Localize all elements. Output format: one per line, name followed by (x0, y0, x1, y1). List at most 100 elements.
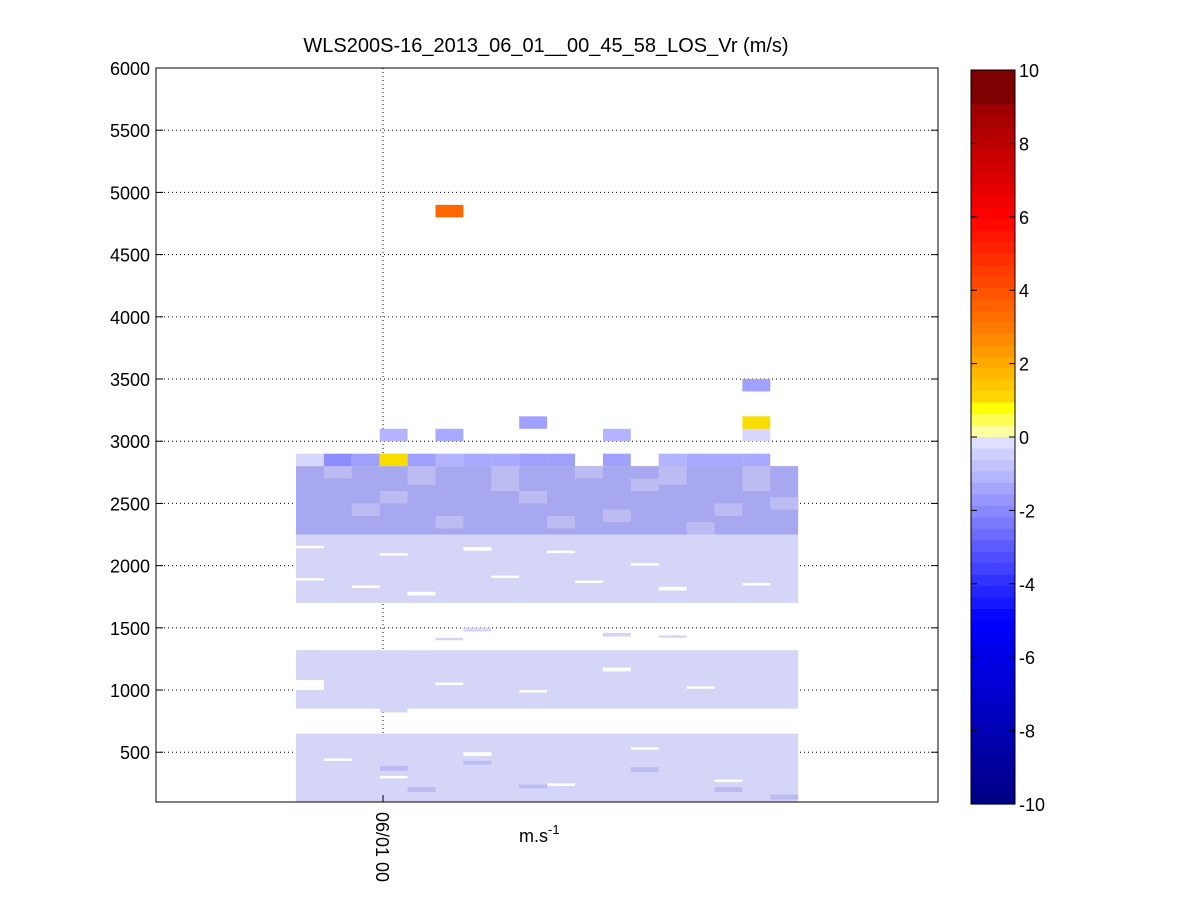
y-tick-label: 3000 (110, 432, 150, 452)
colorbar-swatch (971, 287, 1015, 300)
heatmap-texture (491, 466, 520, 491)
colorbar-swatch (971, 700, 1015, 713)
y-tick-label: 2000 (110, 557, 150, 577)
heatmap-cell (491, 453, 520, 467)
heatmap-gap (575, 580, 603, 584)
colorbar-swatch (971, 712, 1015, 725)
colorbar-swatch (971, 207, 1015, 220)
colorbar-swatch (971, 689, 1015, 702)
heatmap-gap (296, 578, 324, 581)
heatmap-texture (407, 466, 436, 485)
heatmap-gap (491, 575, 520, 579)
colorbar-swatch (971, 242, 1015, 255)
colorbar-swatch (971, 333, 1015, 346)
heatmap-texture (686, 522, 715, 535)
heatmap-texture (351, 503, 380, 516)
heatmap-gap (379, 775, 408, 779)
heatmap-texture (770, 794, 799, 800)
colorbar-swatch (971, 551, 1015, 564)
heatmap-cell (602, 428, 631, 442)
colorbar-swatch (971, 781, 1015, 794)
colorbar-swatch (971, 184, 1015, 197)
colorbar-label-exponent: -1 (548, 822, 560, 837)
heatmap-streak (379, 707, 408, 713)
heatmap-texture (770, 497, 799, 510)
heatmap-gap (714, 779, 743, 783)
colorbar-tick-label: -2 (1019, 501, 1035, 521)
colorbar-swatch (971, 448, 1015, 461)
y-tick-label: 1000 (110, 681, 150, 701)
colorbar-swatch (971, 379, 1015, 392)
heatmap-gap (602, 667, 631, 672)
heatmap-gap (630, 563, 659, 566)
colorbar-swatch (971, 276, 1015, 289)
colorbar-swatch (971, 677, 1015, 690)
heatmap-gap (323, 758, 352, 761)
heatmap-cell (379, 428, 408, 442)
y-tick-label: 4000 (110, 308, 150, 328)
heatmap-gap (519, 690, 548, 693)
colorbar-swatch (971, 517, 1015, 530)
colorbar-swatch (971, 161, 1015, 174)
heatmap-cell (296, 453, 324, 467)
heatmap-texture (714, 503, 743, 516)
heatmap-gap (547, 550, 575, 554)
colorbar-swatch (971, 482, 1015, 495)
colorbar-swatch (971, 322, 1015, 335)
colorbar: -10 -8 -6 -4 -2 0 2 4 6 8 10 (970, 61, 1045, 815)
colorbar-tick-label: 6 (1019, 208, 1029, 228)
heatmap-streak (658, 635, 687, 638)
colorbar-swatch (971, 115, 1015, 128)
heatmap-streak (435, 637, 464, 641)
heatmap-cell (407, 453, 436, 467)
heatmap-cell (602, 453, 631, 467)
heatmap-cell (714, 453, 743, 467)
heatmap-streak (770, 599, 799, 602)
colorbar-swatch (971, 769, 1015, 782)
colorbar-swatch (971, 425, 1015, 438)
colorbar-tick-label: -6 (1019, 648, 1035, 668)
heatmap-gap (463, 546, 492, 551)
colorbar-swatch (971, 666, 1015, 679)
heatmap-gap (742, 583, 771, 586)
colorbar-tick-label: -8 (1019, 722, 1035, 742)
y-tick-label: 5000 (110, 183, 150, 203)
heatmap-cell (379, 453, 408, 467)
y-axis: 500 1000 1500 2000 2500 3000 3500 4000 4500 5000 5… (110, 59, 938, 802)
heatmap-cell (658, 453, 687, 467)
heatmap-gap (463, 752, 492, 756)
x-axis: 06/01 00 (372, 812, 392, 882)
colorbar-swatch (971, 402, 1015, 415)
heatmap-cell (547, 453, 575, 467)
heatmap-texture (435, 515, 464, 529)
colorbar-swatch (971, 127, 1015, 140)
colorbar-tick-label: 8 (1019, 134, 1029, 154)
heatmap-texture (463, 760, 492, 765)
heatmap-streak (351, 592, 380, 597)
colorbar-swatch (971, 437, 1015, 450)
colorbar-swatch (971, 586, 1015, 599)
heatmap-texture (379, 490, 408, 504)
colorbar-label-base: m.s (519, 826, 548, 846)
heatmap-cell (463, 453, 492, 467)
heatmap-texture (379, 765, 408, 771)
heatmap-texture (547, 515, 575, 529)
heatmap-cell (742, 428, 771, 442)
colorbar-swatch (971, 368, 1015, 381)
y-tick-label: 3500 (110, 370, 150, 390)
x-tick-label: 06/01 00 (372, 812, 392, 882)
heatmap-texture (658, 466, 687, 485)
y-tick-label: 6000 (110, 59, 150, 79)
heatmap-cell (435, 428, 464, 442)
heatmap-texture (742, 466, 771, 491)
heatmap-streak (602, 632, 631, 637)
colorbar-tick-label: 10 (1019, 61, 1039, 81)
colorbar-swatch (971, 138, 1015, 151)
heatmap-cell (742, 416, 771, 429)
colorbar-swatch (971, 735, 1015, 748)
heatmap-cell (435, 204, 464, 218)
colorbar-swatch (971, 609, 1015, 622)
colorbar-swatch (971, 528, 1015, 541)
heatmap-cell (323, 453, 352, 467)
